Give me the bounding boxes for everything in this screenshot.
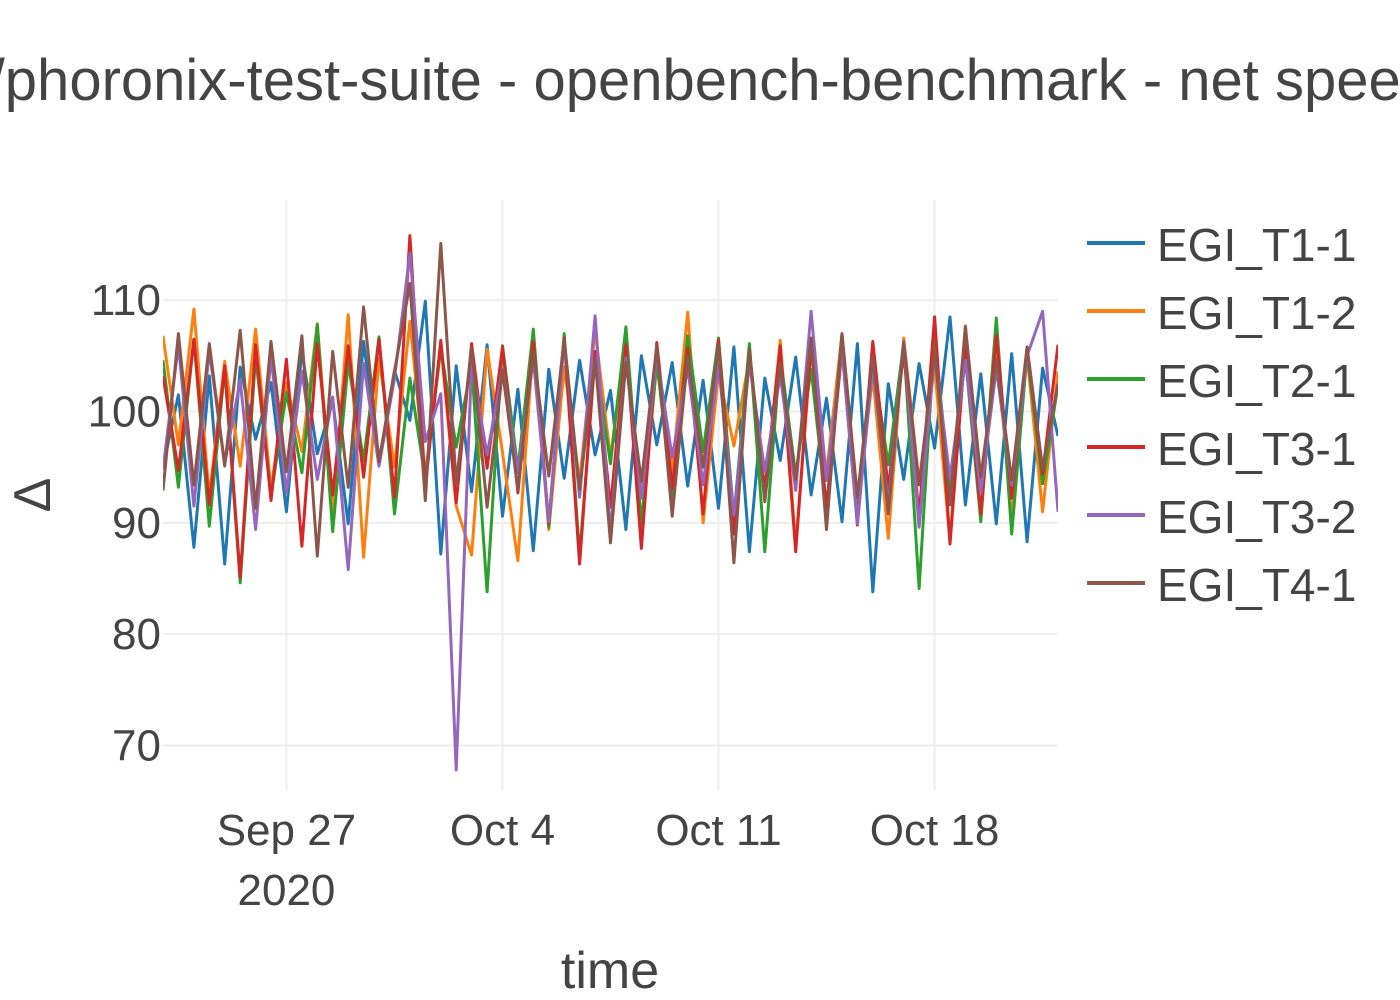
y-axis-title: Δ	[4, 478, 62, 513]
series-line-egi-t2-1[interactable]	[163, 316, 1058, 594]
legend-item[interactable]: EGI_T3-1	[1087, 423, 1356, 475]
legend-item[interactable]: EGI_T4-1	[1087, 559, 1356, 611]
x-axis-ticks: Sep 27 2020 Oct 4 Oct 11 Oct 18	[217, 806, 1000, 915]
legend-item[interactable]: EGI_T1-2	[1087, 287, 1356, 339]
x-tick-sublabel: 2020	[238, 866, 336, 915]
legend-label: EGI_T4-1	[1157, 559, 1356, 611]
legend-label: EGI_T3-2	[1157, 491, 1356, 543]
legend-item[interactable]: EGI_T3-2	[1087, 491, 1356, 543]
legend: EGI_T1-1 EGI_T1-2 EGI_T2-1 EGI_T3-1 EGI_T3-2…	[1087, 219, 1356, 611]
chart-title: Phoronix Test Suite - pts/phoronix-test-…	[0, 48, 1400, 113]
x-tick-label: Oct 11	[655, 806, 781, 855]
x-tick-label: Oct 4	[450, 806, 555, 855]
series-line-egi-t4-1[interactable]	[163, 241, 1058, 565]
x-tick-label: Oct 18	[870, 806, 1000, 855]
legend-label: EGI_T3-1	[1157, 423, 1356, 475]
y-tick-label: 80	[112, 610, 161, 659]
y-axis-ticks: 70 80 90 100 110	[88, 276, 161, 770]
y-tick-label: 90	[112, 499, 161, 548]
y-tick-label: 70	[112, 721, 161, 770]
y-tick-label: 100	[88, 388, 161, 437]
x-axis-title: time	[561, 942, 659, 1000]
x-tick-label: Sep 27	[217, 806, 356, 855]
series-lines	[163, 234, 1058, 772]
legend-label: EGI_T1-1	[1157, 219, 1356, 271]
y-tick-label: 110	[91, 276, 161, 325]
legend-label: EGI_T2-1	[1157, 355, 1356, 407]
legend-item[interactable]: EGI_T1-1	[1087, 219, 1356, 271]
legend-label: EGI_T1-2	[1157, 287, 1356, 339]
legend-item[interactable]: EGI_T2-1	[1087, 355, 1356, 407]
